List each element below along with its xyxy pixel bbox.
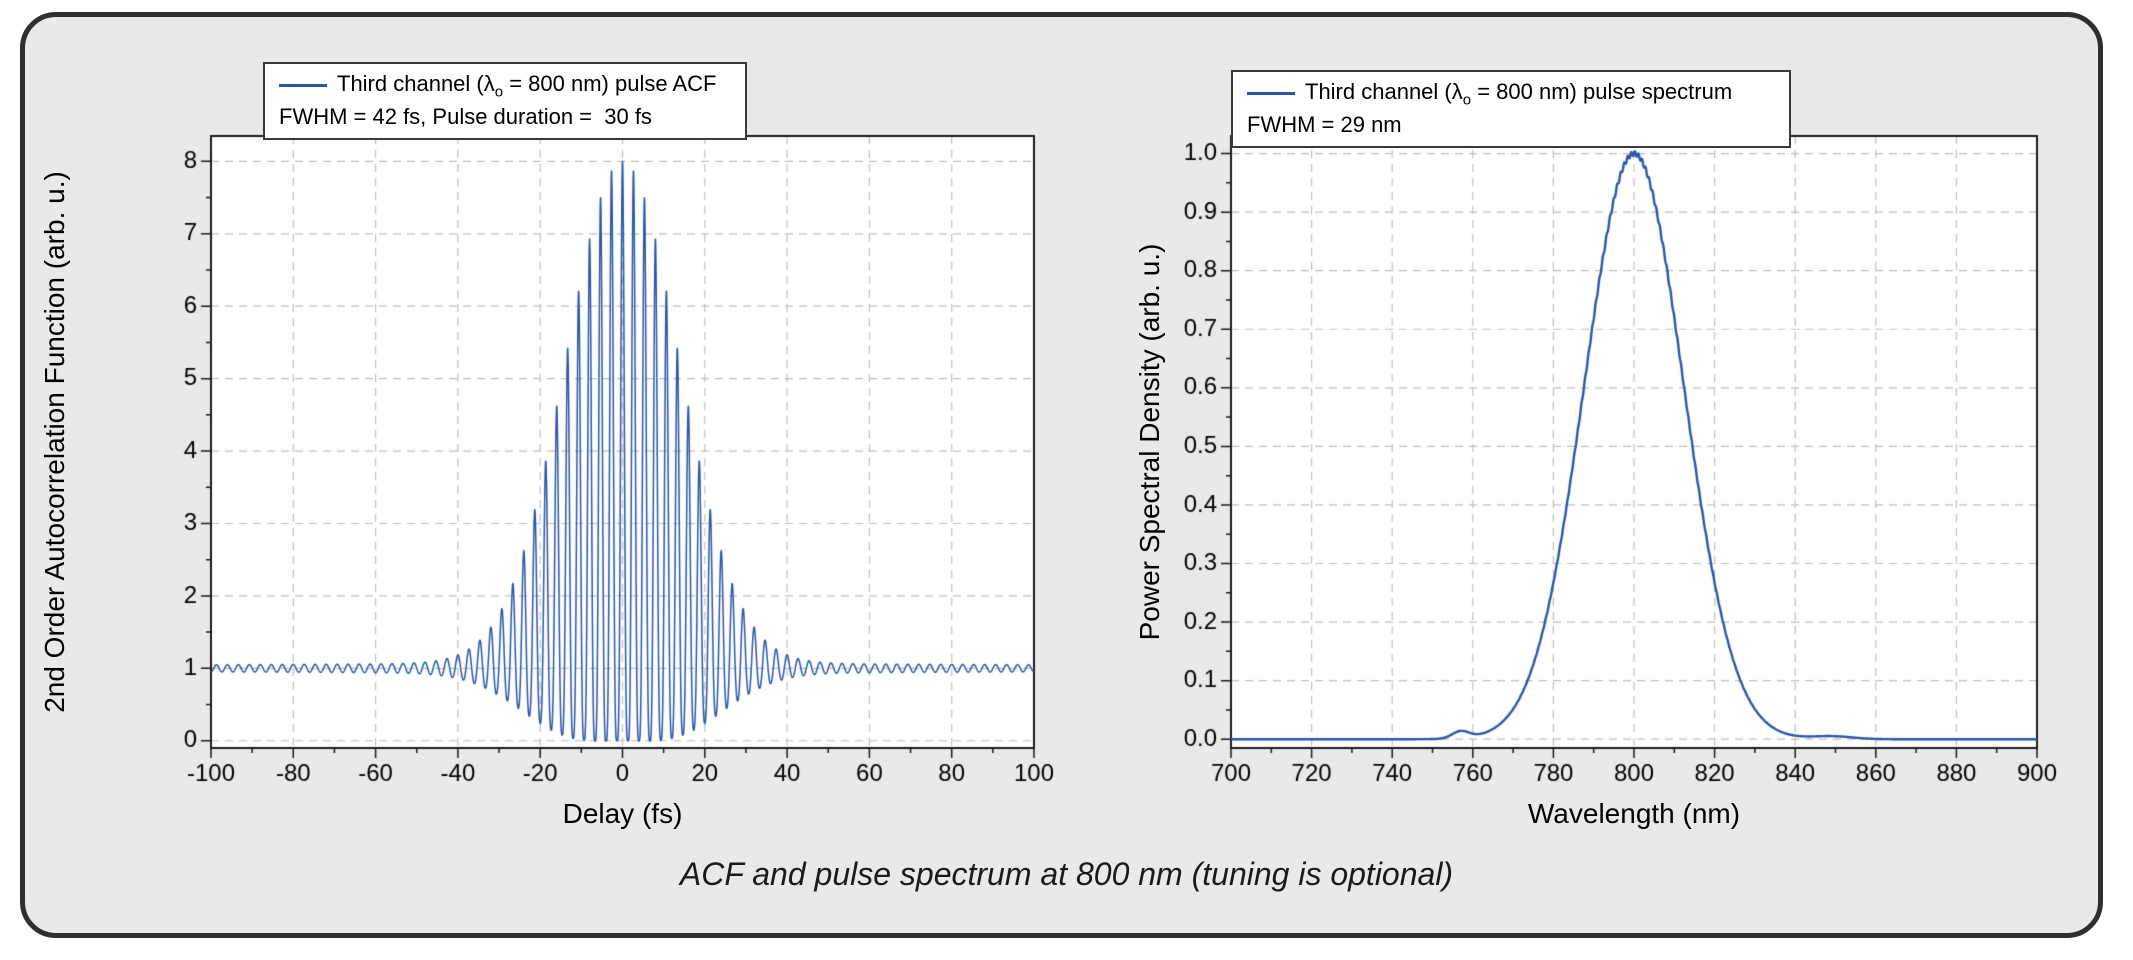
acf-x-axis-label: Delay (fs) xyxy=(562,798,683,829)
legend-entry: Third channel (λo = 800 nm) pulse ACF xyxy=(279,70,731,101)
acf-y-axis-label: 2nd Order Autocorrelation Function (arb.… xyxy=(39,171,70,713)
spectrum-y-axis-label: Power Spectral Density (arb. u.) xyxy=(1134,243,1165,641)
legend-line-sample xyxy=(1247,92,1295,95)
acf-legend: Third channel (λo = 800 nm) pulse ACF FW… xyxy=(263,62,747,140)
legend-line-sample xyxy=(279,84,327,87)
legend-fwhm-label: FWHM = 29 nm xyxy=(1247,111,1402,137)
legend-entry-label: Third channel (λo = 800 nm) pulse spectr… xyxy=(1305,78,1733,109)
spectrum-x-axis-label: Wavelength (nm) xyxy=(1527,798,1741,829)
spectrum-legend: Third channel (λo = 800 nm) pulse spectr… xyxy=(1231,70,1791,148)
legend-entry-label: Third channel (λo = 800 nm) pulse ACF xyxy=(337,70,717,101)
figure-caption: ACF and pulse spectrum at 800 nm (tuning… xyxy=(679,856,1454,892)
legend-entry: FWHM = 29 nm xyxy=(1247,109,1775,140)
legend-entry: Third channel (λo = 800 nm) pulse spectr… xyxy=(1247,78,1775,109)
legend-entry: FWHM = 42 fs, Pulse duration = 30 fs xyxy=(279,101,731,132)
legend-fwhm-label: FWHM = 42 fs, Pulse duration = 30 fs xyxy=(279,103,652,129)
